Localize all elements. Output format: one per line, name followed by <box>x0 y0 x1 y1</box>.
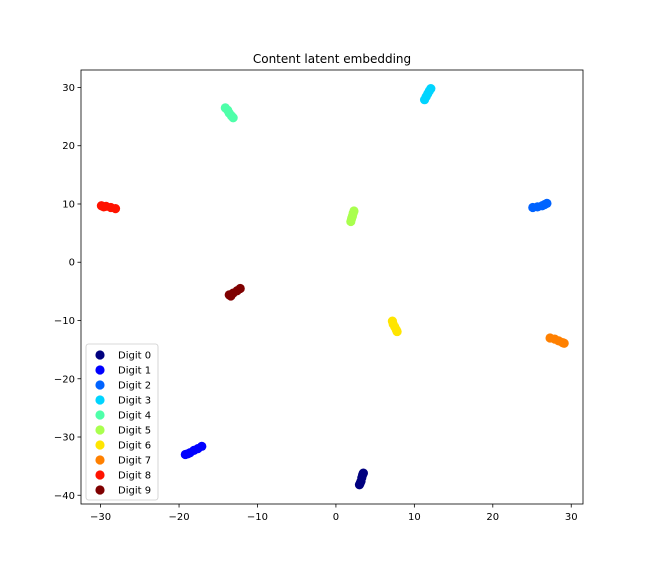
data-point-digit-7-4 <box>559 338 569 348</box>
legend-marker-digit-8 <box>95 470 105 480</box>
legend-marker-digit-7 <box>95 455 105 465</box>
data-point-digit-8-3 <box>110 204 121 214</box>
legend-label-digit-3: Digit 3 <box>118 396 151 407</box>
data-point-digit-1-5 <box>183 449 193 459</box>
series-digit-7 <box>545 333 569 348</box>
data-point-digit-3-4 <box>426 84 436 94</box>
legend-marker-digit-0 <box>95 350 105 360</box>
series-digit-2 <box>528 198 552 213</box>
series-digit-5 <box>346 206 359 227</box>
series-digit-4 <box>220 103 238 123</box>
y-tick-label: −10 <box>54 316 75 327</box>
legend-marker-digit-5 <box>95 425 105 435</box>
y-tick-label: 10 <box>62 199 75 210</box>
data-point-digit-4-4 <box>228 113 238 123</box>
legend-marker-digit-3 <box>95 395 105 405</box>
axes-layer: −30 −20 −10 0 10 20 30 −40 −30 −20 −10 0 10 20 30 <box>54 69 584 523</box>
legend-marker-digit-4 <box>95 410 105 420</box>
y-tick-label: 0 <box>69 258 75 269</box>
legend-label-digit-1: Digit 1 <box>118 366 151 377</box>
legend-label-digit-2: Digit 2 <box>118 381 151 392</box>
y-tick-label: 20 <box>62 141 75 152</box>
series-digit-0 <box>354 468 368 490</box>
y-tick-label: −30 <box>54 433 75 444</box>
series-digit-6 <box>387 316 402 337</box>
data-point-digit-9-4 <box>226 291 236 301</box>
data-point-digit-5-4 <box>349 206 359 216</box>
legend-marker-digit-9 <box>95 485 105 495</box>
data-points-layer <box>96 84 569 490</box>
series-digit-1 <box>180 441 207 460</box>
legend-marker-digit-1 <box>95 365 105 375</box>
data-point-digit-0-4 <box>358 468 368 478</box>
data-point-digit-9-3 <box>235 283 245 294</box>
x-tick-label: 30 <box>565 512 578 523</box>
legend-label-digit-6: Digit 6 <box>118 441 151 452</box>
legend-label-digit-8: Digit 8 <box>118 471 151 482</box>
legend-label-digit-5: Digit 5 <box>118 426 151 437</box>
x-tick-label: −20 <box>168 512 189 523</box>
legend-label-digit-9: Digit 9 <box>118 486 151 497</box>
data-point-digit-6-4 <box>392 326 402 337</box>
x-tick-label: −10 <box>247 512 268 523</box>
x-tick-label: 20 <box>486 512 499 523</box>
series-digit-8 <box>96 201 121 214</box>
data-point-digit-0-5 <box>355 478 365 488</box>
chart-title: Content latent embedding <box>253 52 411 66</box>
legend-label-digit-7: Digit 7 <box>118 456 151 467</box>
data-point-digit-8-4 <box>99 202 109 212</box>
legend-label-digit-4: Digit 4 <box>118 411 151 422</box>
legend-label-digit-0: Digit 0 <box>118 351 151 362</box>
y-tick-label: 30 <box>62 83 75 94</box>
data-point-digit-1-4 <box>197 441 207 451</box>
plot-frame <box>80 69 584 505</box>
x-tick-label: −30 <box>90 512 111 523</box>
data-point-digit-2-4 <box>539 199 550 210</box>
legend: Digit 0 Digit 1 Digit 2 Digit 3 Digit 4 Digit… <box>85 343 159 501</box>
x-tick-label: 0 <box>333 512 339 523</box>
legend-marker-digit-2 <box>95 380 105 390</box>
series-digit-9 <box>224 283 245 301</box>
legend-marker-digit-6 <box>95 440 105 450</box>
y-tick-label: −20 <box>54 374 75 385</box>
x-tick-label: 10 <box>408 512 421 523</box>
series-digit-3 <box>419 84 436 105</box>
y-tick-label: −40 <box>54 491 75 502</box>
